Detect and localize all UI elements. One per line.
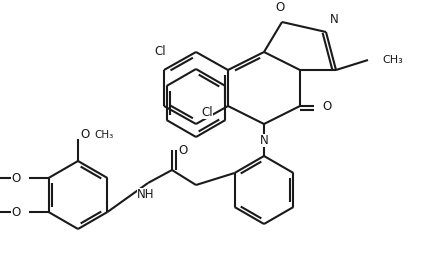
Text: O: O: [322, 100, 331, 113]
Text: Cl: Cl: [202, 106, 214, 119]
Text: O: O: [11, 206, 21, 218]
Text: O: O: [276, 1, 284, 14]
Text: N: N: [330, 13, 339, 26]
Text: O: O: [178, 144, 187, 156]
Text: NH: NH: [137, 188, 155, 201]
Text: Cl: Cl: [154, 45, 166, 58]
Text: CH₃: CH₃: [382, 55, 403, 65]
Text: N: N: [260, 134, 268, 147]
Text: CH₃: CH₃: [94, 130, 113, 140]
Text: O: O: [11, 172, 21, 184]
Text: O: O: [80, 128, 89, 141]
